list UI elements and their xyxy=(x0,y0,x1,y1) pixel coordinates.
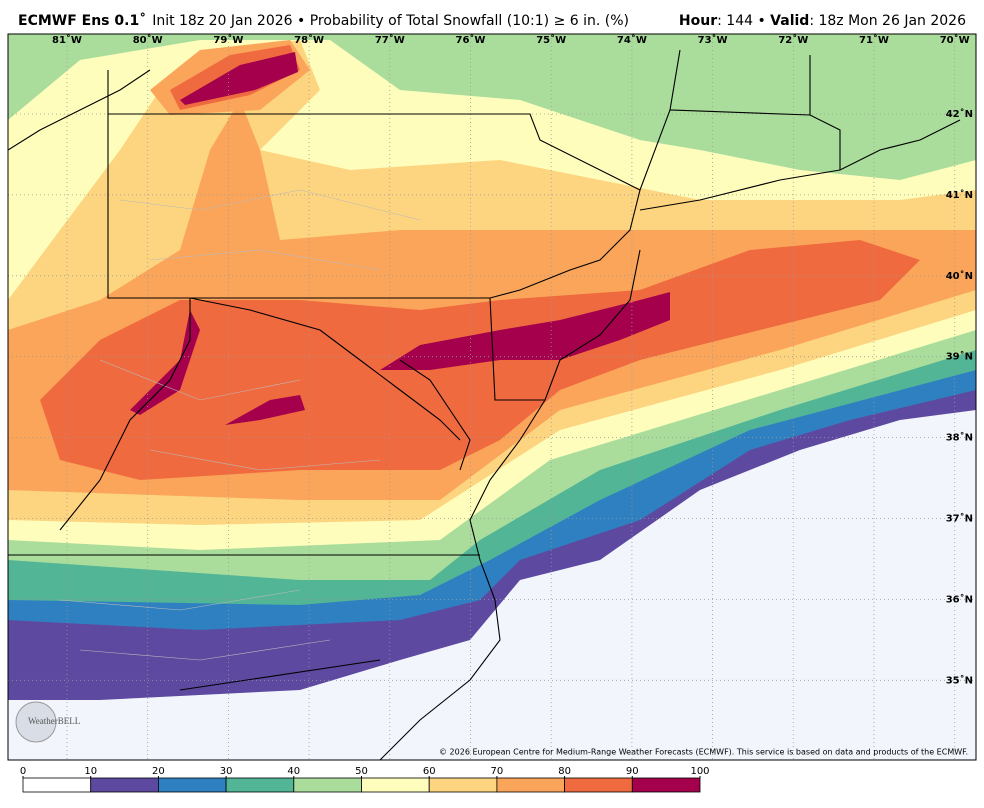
longitude-label: 73˚W xyxy=(698,34,728,46)
coastline xyxy=(8,69,961,760)
longitude-label: 78˚W xyxy=(294,34,324,46)
longitude-label: 77˚W xyxy=(375,34,405,46)
state-borders xyxy=(8,49,841,691)
colorbar-tick-label: 40 xyxy=(287,766,300,777)
map-frame xyxy=(7,33,977,761)
longitude-label: 72˚W xyxy=(778,34,808,46)
latitude-label: 38˚N xyxy=(946,432,973,444)
colorbar-bin xyxy=(90,777,159,793)
colorbar: 0 10 20 30 40 50 60 70 80 90 100 xyxy=(20,766,710,793)
colorbar-tick-label: 70 xyxy=(491,766,504,777)
longitude-label: 80˚W xyxy=(133,34,163,46)
colorbar-bin xyxy=(496,777,565,793)
colorbar-tick-label: 10 xyxy=(84,766,97,777)
grid xyxy=(8,34,976,760)
longitude-label: 75˚W xyxy=(536,34,566,46)
colorbar-bin xyxy=(293,777,362,793)
latitude-label: 41˚N xyxy=(946,189,973,201)
copyright: © 2026 European Centre for Medium-Range … xyxy=(439,748,968,757)
map: 81˚W 80˚W 79˚W 78˚W 77˚W 76˚W 75˚W 74˚W 73˚W 72˚W… xyxy=(7,33,977,761)
longitude-label: 79˚W xyxy=(213,34,243,46)
colorbar-bin xyxy=(631,777,701,793)
colorbar-bin xyxy=(564,777,633,793)
longitude-label: 76˚W xyxy=(456,34,486,46)
colorbar-tick-label: 0 xyxy=(20,766,26,777)
hour-value: : 144 • xyxy=(717,13,770,29)
colorbar-bin xyxy=(225,777,295,793)
colorbar-bin xyxy=(157,777,227,793)
longitude-label: 70˚W xyxy=(940,34,970,46)
latitude-label: 37˚N xyxy=(946,513,973,525)
band xyxy=(180,52,298,105)
logo-globe xyxy=(15,701,57,743)
longitude-label: 81˚W xyxy=(52,34,82,46)
longitude-label: 74˚W xyxy=(617,34,647,46)
latitude-label: 36˚N xyxy=(946,593,973,605)
description: Init 18z 20 Jan 2026 • Probability of To… xyxy=(152,13,629,29)
colorbar-tick-label: 80 xyxy=(558,766,571,777)
band xyxy=(380,292,670,370)
band xyxy=(225,395,305,425)
colorbar-tick-label: 20 xyxy=(152,766,165,777)
longitude-label: 71˚W xyxy=(859,34,889,46)
colorbar-tick-label: 90 xyxy=(626,766,639,777)
latitude-label: 40˚N xyxy=(946,270,973,282)
latitude-label: 42˚N xyxy=(946,108,973,120)
colorbar-tick-label: 100 xyxy=(690,766,709,777)
band xyxy=(130,310,200,415)
hour-label: Hour xyxy=(679,13,717,29)
model: ECMWF Ens 0.1˚ xyxy=(18,12,146,29)
colorbar-tick-label: 30 xyxy=(220,766,233,777)
county-lines xyxy=(59,189,421,661)
header-right: Hour: 144 • Valid: 18z Mon 26 Jan 2026 xyxy=(679,13,966,29)
colorbar-tick-label: 60 xyxy=(423,766,436,777)
colorbar-bin xyxy=(22,777,92,793)
colorbar-tick-label: 50 xyxy=(355,766,368,777)
latitude-label: 35˚N xyxy=(946,674,973,686)
valid-value: : 18z Mon 26 Jan 2026 xyxy=(809,13,966,29)
logo: WeatherBELL xyxy=(28,716,80,726)
grid-labels: 81˚W 80˚W 79˚W 78˚W 77˚W 76˚W 75˚W 74˚W 73˚W 72˚W… xyxy=(52,34,973,686)
colorbar-bin xyxy=(428,777,498,793)
header-left: ECMWF Ens 0.1˚ Init 18z 20 Jan 2026 • Pro… xyxy=(18,12,629,29)
latitude-label: 39˚N xyxy=(946,351,973,363)
colorbar-bin xyxy=(361,777,430,793)
valid-label: Valid xyxy=(770,13,809,29)
